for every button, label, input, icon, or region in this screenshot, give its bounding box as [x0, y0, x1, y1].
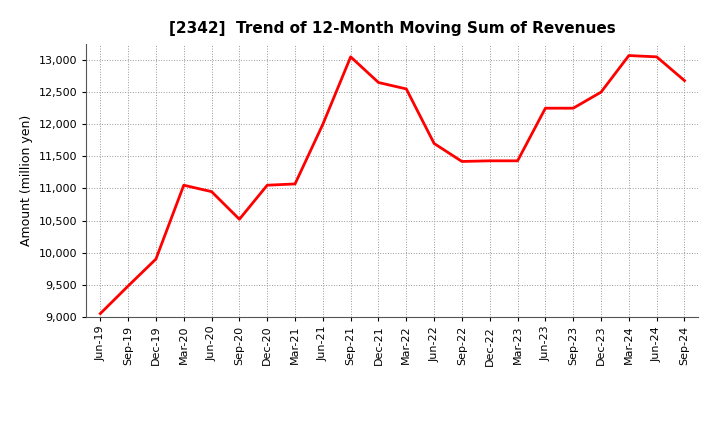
Title: [2342]  Trend of 12-Month Moving Sum of Revenues: [2342] Trend of 12-Month Moving Sum of R… — [169, 21, 616, 36]
Y-axis label: Amount (million yen): Amount (million yen) — [20, 115, 33, 246]
